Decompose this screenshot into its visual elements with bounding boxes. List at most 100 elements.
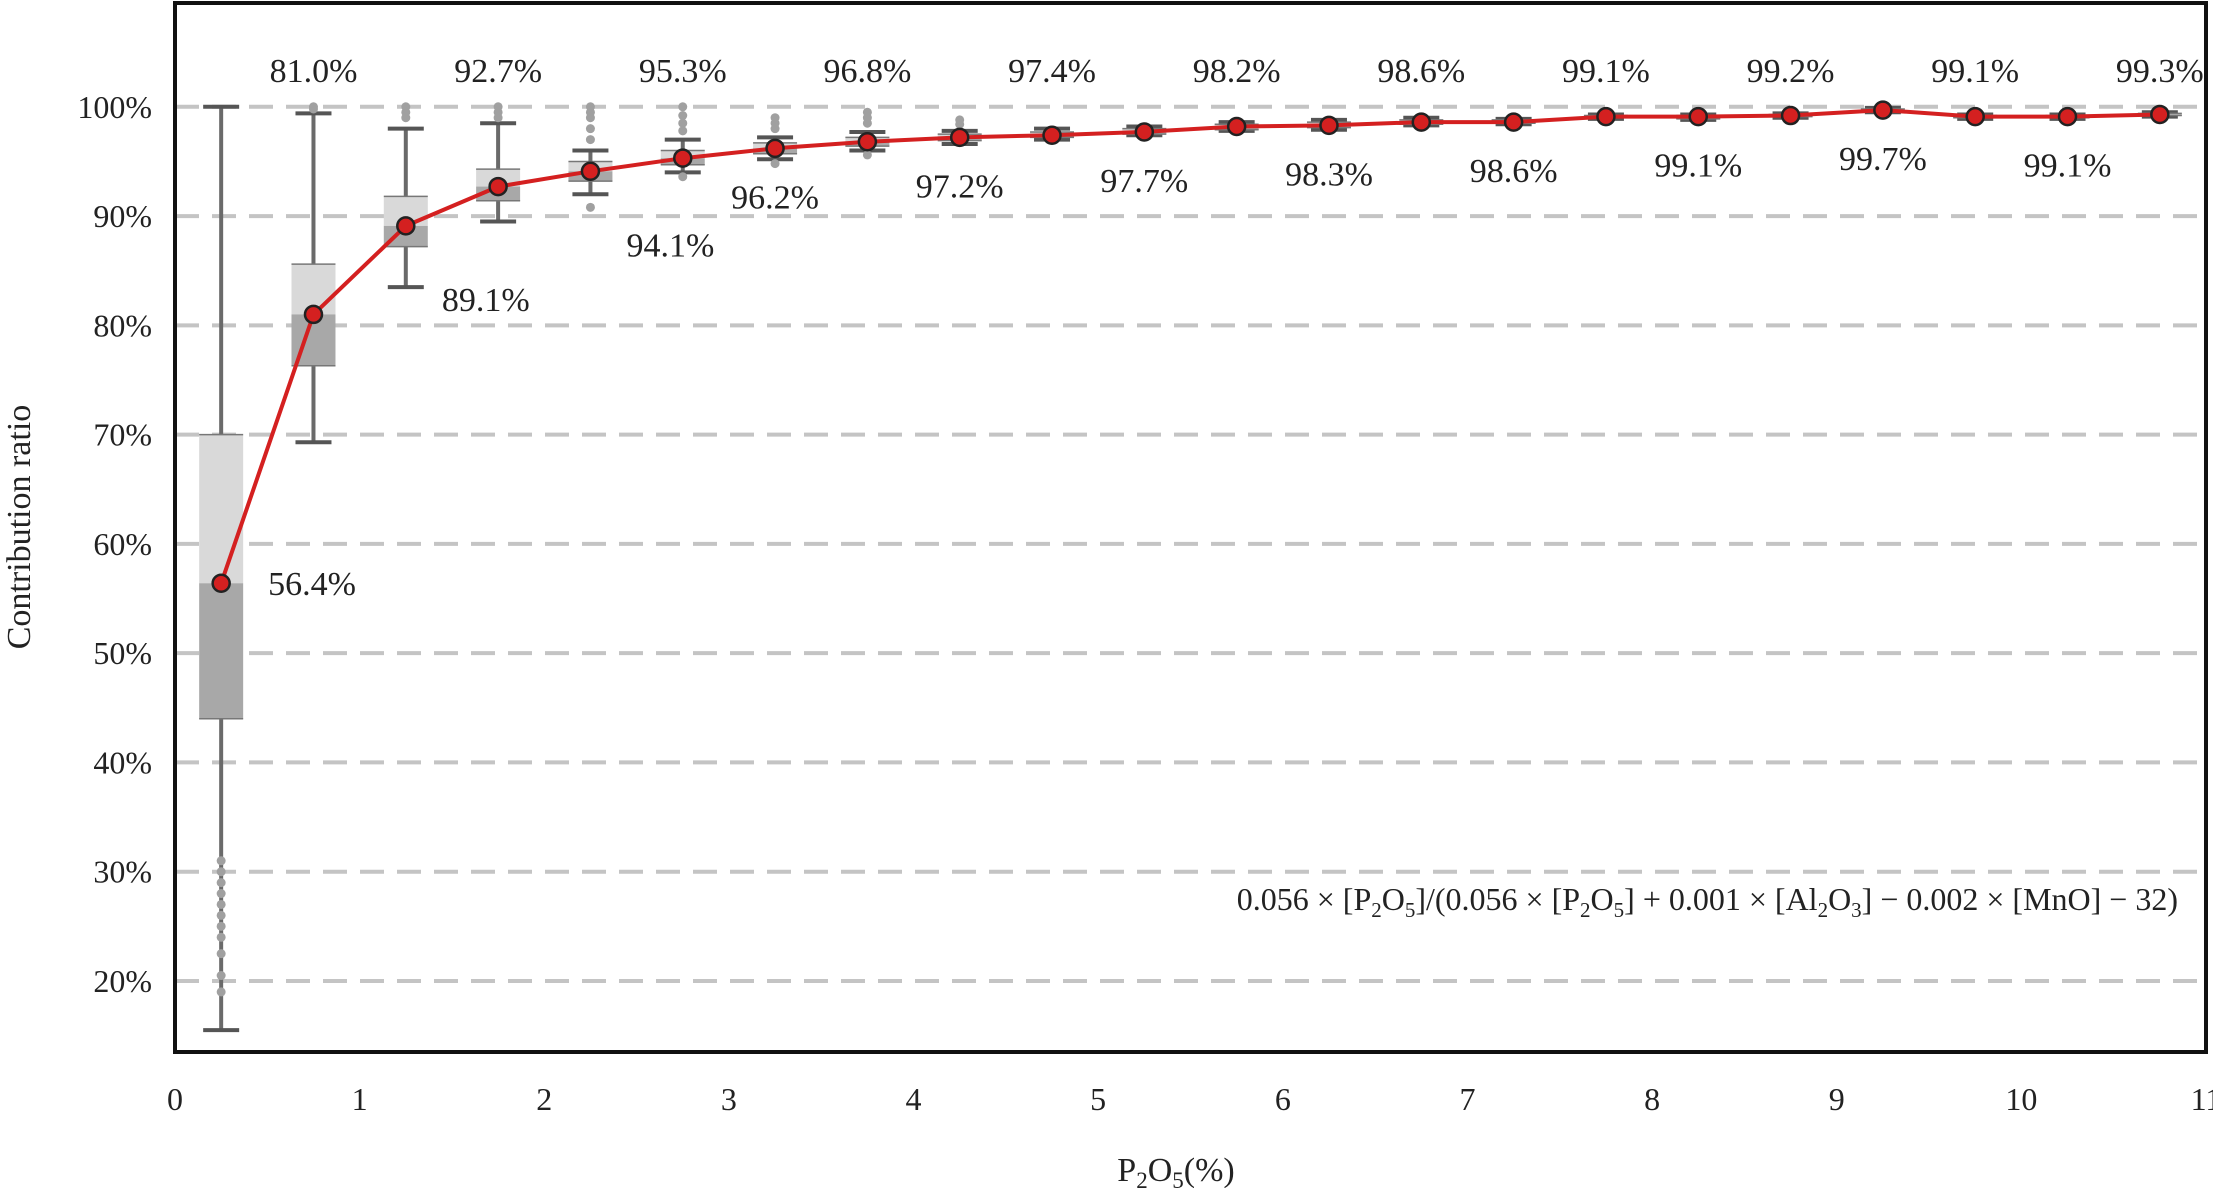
y-tick-label: 90% bbox=[93, 198, 152, 234]
box-outlier bbox=[678, 111, 688, 121]
x-tick-label: 11 bbox=[2191, 1081, 2213, 1117]
x-tick-label: 2 bbox=[536, 1081, 552, 1117]
data-label: 97.7% bbox=[1100, 163, 1188, 200]
data-label: 99.1% bbox=[2024, 148, 2112, 185]
data-label: 89.1% bbox=[442, 282, 530, 319]
box-outlier bbox=[678, 102, 688, 112]
box-outlier bbox=[585, 202, 595, 212]
mean-point bbox=[580, 161, 601, 182]
mean-point bbox=[2150, 104, 2170, 125]
mean-point bbox=[1319, 115, 1339, 136]
data-label: 99.2% bbox=[1747, 53, 1835, 90]
mean-point bbox=[303, 304, 324, 325]
box-outlier bbox=[862, 107, 872, 117]
box-outlier bbox=[308, 102, 318, 112]
box-outlier bbox=[401, 102, 411, 112]
box-outlier bbox=[585, 124, 595, 134]
x-tick-label: 0 bbox=[167, 1081, 183, 1117]
label-layer: 56.4% 81.0% 89.1% 92.7% 94.1% 95.3% 96.2% 96.8%… bbox=[268, 53, 2204, 603]
box-outlier bbox=[216, 971, 226, 981]
data-label: 97.2% bbox=[916, 168, 1004, 205]
box-outlier bbox=[216, 949, 226, 959]
box-outlier bbox=[678, 118, 688, 128]
data-label: 95.3% bbox=[639, 53, 727, 90]
mean-point bbox=[1596, 106, 1616, 127]
data-label: 97.4% bbox=[1008, 53, 1096, 90]
box-outlier bbox=[216, 910, 226, 920]
y-tick-label: 50% bbox=[93, 635, 152, 671]
mean-line bbox=[219, 108, 2160, 584]
data-label: 99.3% bbox=[2116, 53, 2204, 90]
box-outlier bbox=[216, 856, 226, 866]
box-outlier bbox=[216, 932, 226, 942]
box-outlier bbox=[678, 172, 688, 182]
plot-frame bbox=[173, 1, 2208, 1054]
x-tick-label: 6 bbox=[1275, 1081, 1291, 1117]
box-outlier bbox=[770, 159, 780, 169]
y-tick-label: 30% bbox=[93, 854, 152, 890]
box-lower-half bbox=[199, 583, 244, 719]
mean-point bbox=[1503, 112, 1524, 132]
box-outlier bbox=[585, 135, 595, 145]
x-axis-label: P2O5(%) bbox=[1117, 1152, 1234, 1188]
data-label: 99.1% bbox=[1654, 148, 1742, 185]
mean-point bbox=[488, 176, 508, 197]
box-outlier bbox=[216, 867, 226, 877]
mean-point bbox=[1965, 106, 1985, 127]
mean-point bbox=[1411, 112, 1432, 132]
y-tick-label: 70% bbox=[93, 417, 152, 453]
formula-annotation: 0.056 × [P2O5]/(0.056 × [P2O5] + 0.001 ×… bbox=[1237, 881, 2178, 922]
x-tick-label: 8 bbox=[1644, 1081, 1660, 1117]
data-label: 98.3% bbox=[1285, 156, 1373, 193]
box-outlier bbox=[216, 878, 226, 888]
x-tick-label: 5 bbox=[1090, 1081, 1106, 1117]
x-tick-label: 1 bbox=[352, 1081, 368, 1117]
box-outlier bbox=[585, 102, 595, 112]
y-tick-label: 80% bbox=[93, 307, 152, 343]
x-tick-label: 7 bbox=[1459, 1081, 1475, 1117]
data-label: 96.2% bbox=[731, 179, 819, 216]
mean-point bbox=[949, 127, 970, 148]
line-layer bbox=[211, 100, 2170, 593]
mean-point bbox=[396, 216, 416, 236]
box-outlier bbox=[493, 102, 503, 112]
box-outlier bbox=[678, 126, 688, 136]
mean-point bbox=[211, 573, 231, 593]
box-lower-half bbox=[383, 225, 428, 247]
y-tick-label: 20% bbox=[93, 963, 152, 999]
data-label: 98.6% bbox=[1470, 153, 1558, 190]
grid-layer bbox=[175, 104, 2206, 983]
x-tick-label: 10 bbox=[2005, 1081, 2037, 1117]
mean-point bbox=[1042, 125, 1062, 145]
data-label: 94.1% bbox=[627, 227, 715, 264]
box-upper-half bbox=[199, 434, 244, 584]
data-label: 81.0% bbox=[270, 53, 358, 90]
data-label: 92.7% bbox=[454, 53, 542, 90]
mean-point bbox=[765, 138, 785, 159]
box-outlier bbox=[955, 115, 965, 125]
data-label: 99.1% bbox=[1562, 53, 1650, 90]
mean-point bbox=[857, 132, 878, 152]
data-label: 96.8% bbox=[823, 53, 911, 90]
x-tick-label: 9 bbox=[1829, 1081, 1845, 1117]
box-outlier bbox=[770, 113, 780, 123]
box-outlier bbox=[216, 921, 226, 931]
box-outlier bbox=[862, 150, 872, 160]
box-outlier bbox=[216, 889, 226, 899]
data-label: 98.6% bbox=[1377, 53, 1465, 90]
data-label: 99.1% bbox=[1931, 53, 2019, 90]
box-outlier bbox=[216, 899, 226, 909]
data-label: 56.4% bbox=[268, 566, 356, 603]
axis-layer: 20% 30% 40% 50% 60% 70% 80% 90% 100% 0 1 2 3 4 5 6 7 8 9 10… bbox=[77, 89, 2213, 1117]
data-label: 99.7% bbox=[1839, 141, 1927, 178]
mean-point bbox=[673, 148, 693, 168]
x-tick-label: 3 bbox=[721, 1081, 737, 1117]
y-tick-label: 40% bbox=[93, 744, 152, 780]
mean-point bbox=[1226, 116, 1247, 137]
box bbox=[199, 104, 244, 1033]
data-label: 98.2% bbox=[1193, 53, 1281, 90]
y-tick-label: 100% bbox=[77, 89, 152, 125]
y-tick-label: 60% bbox=[93, 526, 152, 562]
